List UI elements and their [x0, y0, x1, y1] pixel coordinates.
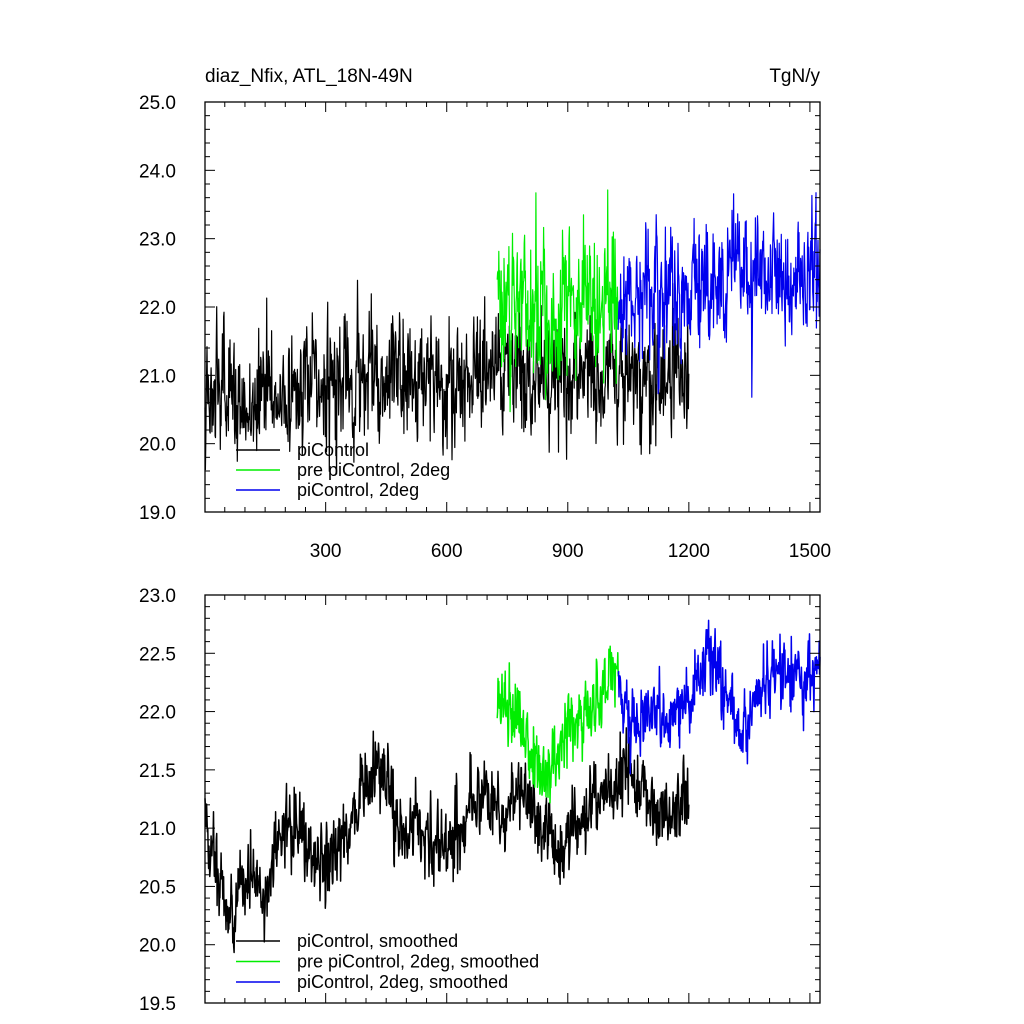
x-tick-label: 900 [552, 541, 584, 562]
unit-label: TgN/y [769, 66, 820, 87]
y-tick-label: 22.0 [139, 703, 176, 724]
y-tick-label: 19.0 [139, 503, 176, 524]
top-series-lines [204, 189, 821, 475]
y-tick-label: 20.0 [139, 435, 176, 456]
y-tick-label: 20.5 [139, 877, 176, 898]
series-line-pre-picontrol-2deg [496, 189, 619, 413]
top-ticks [205, 101, 820, 513]
bottom-ticks [205, 594, 820, 1004]
y-tick-label: 20.0 [139, 936, 176, 957]
legend-label: piControl, smoothed [297, 931, 458, 951]
bottom-plot-frame [204, 594, 821, 1004]
legend-label: piControl [297, 440, 369, 460]
series-line-picontrol [204, 279, 690, 475]
x-tick-label: 1200 [668, 541, 710, 562]
y-tick-label: 19.5 [139, 994, 176, 1015]
chart-title: diaz_Nfix, ATL_18N-49N [205, 66, 413, 87]
x-tick-label: 300 [310, 541, 342, 562]
y-tick-label: 25.0 [139, 93, 176, 114]
legend-label: piControl, 2deg, smoothed [297, 972, 508, 992]
y-tick-label: 21.0 [139, 366, 176, 387]
bottom-tick-labels: 19.5 20.0 20.5 21.0 21.5 22.0 22.5 23.0 [139, 586, 176, 1015]
y-tick-label: 23.0 [139, 586, 176, 607]
y-tick-label: 24.0 [139, 161, 176, 182]
series-line-picontrol-2deg [617, 192, 821, 398]
series-line-picontrol-smoothed [204, 727, 690, 954]
y-tick-label: 22.5 [139, 644, 176, 665]
panel-top: 19.0 20.0 21.0 22.0 23.0 24.0 25.0 300 600 900 120… [139, 93, 831, 562]
series-line-picontrol-2deg-smoothed [617, 619, 821, 775]
x-tick-label: 600 [431, 541, 463, 562]
top-tick-labels: 19.0 20.0 21.0 22.0 23.0 24.0 25.0 300 600 900 120… [139, 93, 831, 562]
y-tick-label: 21.5 [139, 761, 176, 782]
panel-bottom: 19.5 20.0 20.5 21.0 21.5 22.0 22.5 23.0 piContr… [139, 586, 821, 1015]
legend-label: piControl, 2deg [297, 480, 419, 500]
y-tick-label: 23.0 [139, 230, 176, 251]
legend-label: pre piControl, 2deg, smoothed [297, 952, 539, 972]
y-tick-label: 21.0 [139, 819, 176, 840]
bottom-series-lines [204, 619, 821, 954]
series-line-pre-picontrol-2deg-smoothed [496, 645, 619, 804]
legend-label: pre piControl, 2deg [297, 460, 450, 480]
x-tick-label: 1500 [789, 541, 831, 562]
y-tick-label: 22.0 [139, 298, 176, 319]
